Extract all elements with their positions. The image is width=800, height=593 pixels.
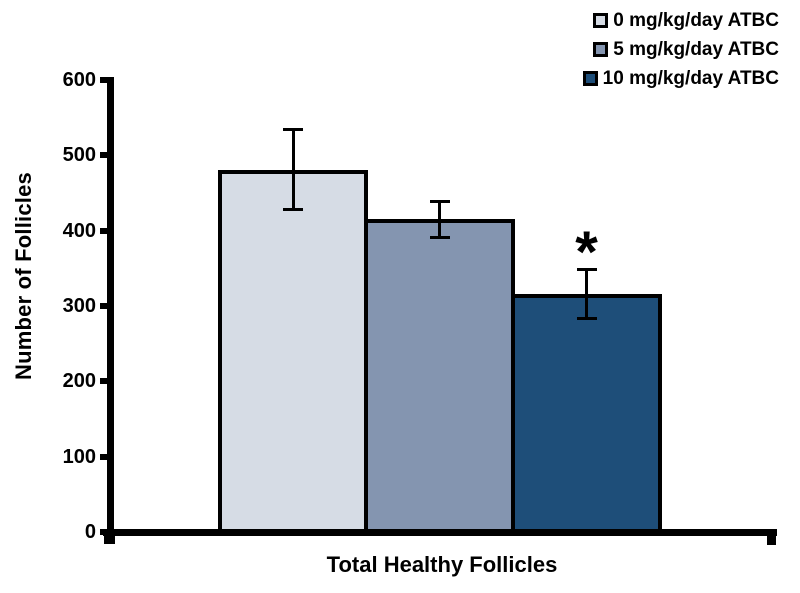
legend-item: 0 mg/kg/day ATBC (583, 6, 779, 35)
legend-label: 5 mg/kg/day ATBC (613, 38, 779, 60)
error-bar (291, 129, 295, 210)
x-axis-end-tick (767, 536, 776, 545)
error-bar (585, 269, 588, 319)
y-tick-label: 500 (62, 144, 96, 167)
y-tick-mark (100, 378, 107, 385)
significance-asterisk: * (575, 219, 598, 285)
y-tick-label: 300 (62, 295, 96, 317)
legend-label: 0 mg/kg/day ATBC (613, 9, 779, 31)
error-bar (438, 201, 441, 238)
y-axis-title: Number of Follicles (11, 172, 36, 380)
y-tick-mark (100, 453, 107, 460)
legend-item: 5 mg/kg/day ATBC (583, 35, 779, 64)
y-tick-mark (100, 303, 107, 309)
error-bar-cap-bottom (429, 235, 450, 239)
error-bar-cap-bottom (576, 316, 597, 320)
x-axis-title: Total Healthy Follicles (326, 552, 558, 577)
y-axis-line (107, 77, 114, 536)
y-tick-label: 100 (62, 445, 96, 468)
bar-3 (511, 293, 662, 533)
y-tick-mark (100, 77, 107, 83)
y-tick-label: 400 (62, 219, 96, 242)
y-tick-mark (100, 529, 107, 535)
y-tick-label: 0 (84, 521, 96, 543)
bar-2 (364, 219, 515, 533)
y-tick-label: 600 (62, 69, 96, 91)
legend: 0 mg/kg/day ATBC 5 mg/kg/day ATBC 10 mg/… (582, 6, 779, 93)
y-tick-mark (100, 152, 107, 159)
error-bar-cap-top (283, 128, 303, 132)
x-axis-origin-tick (104, 536, 115, 544)
legend-swatch-icon (593, 13, 609, 28)
y-tick-label: 200 (62, 370, 96, 393)
error-bar-cap-bottom (283, 208, 303, 212)
legend-swatch-icon (593, 42, 609, 57)
error-bar-cap-top (429, 199, 450, 203)
y-tick-mark (100, 227, 107, 234)
error-bar-cap-top (576, 268, 597, 272)
legend-item: 10 mg/kg/day ATBC (582, 64, 779, 93)
legend-swatch-icon (582, 71, 598, 86)
bar-1 (218, 169, 368, 533)
legend-label: 10 mg/kg/day ATBC (602, 67, 779, 89)
